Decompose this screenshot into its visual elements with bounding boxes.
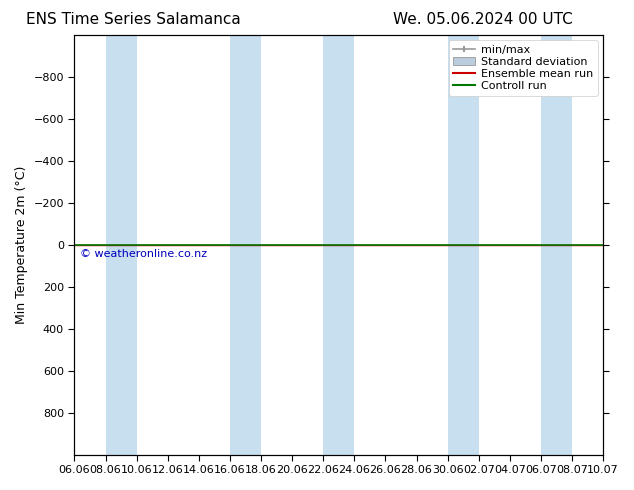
Text: We. 05.06.2024 00 UTC: We. 05.06.2024 00 UTC — [393, 12, 573, 27]
Y-axis label: Min Temperature 2m (°C): Min Temperature 2m (°C) — [15, 166, 28, 324]
Bar — [541, 35, 572, 455]
Text: © weatheronline.co.nz: © weatheronline.co.nz — [80, 249, 207, 259]
Legend: min/max, Standard deviation, Ensemble mean run, Controll run: min/max, Standard deviation, Ensemble me… — [449, 40, 598, 96]
Bar — [106, 35, 137, 455]
Bar — [230, 35, 261, 455]
Bar — [448, 35, 479, 455]
Bar — [323, 35, 354, 455]
Text: ENS Time Series Salamanca: ENS Time Series Salamanca — [26, 12, 241, 27]
